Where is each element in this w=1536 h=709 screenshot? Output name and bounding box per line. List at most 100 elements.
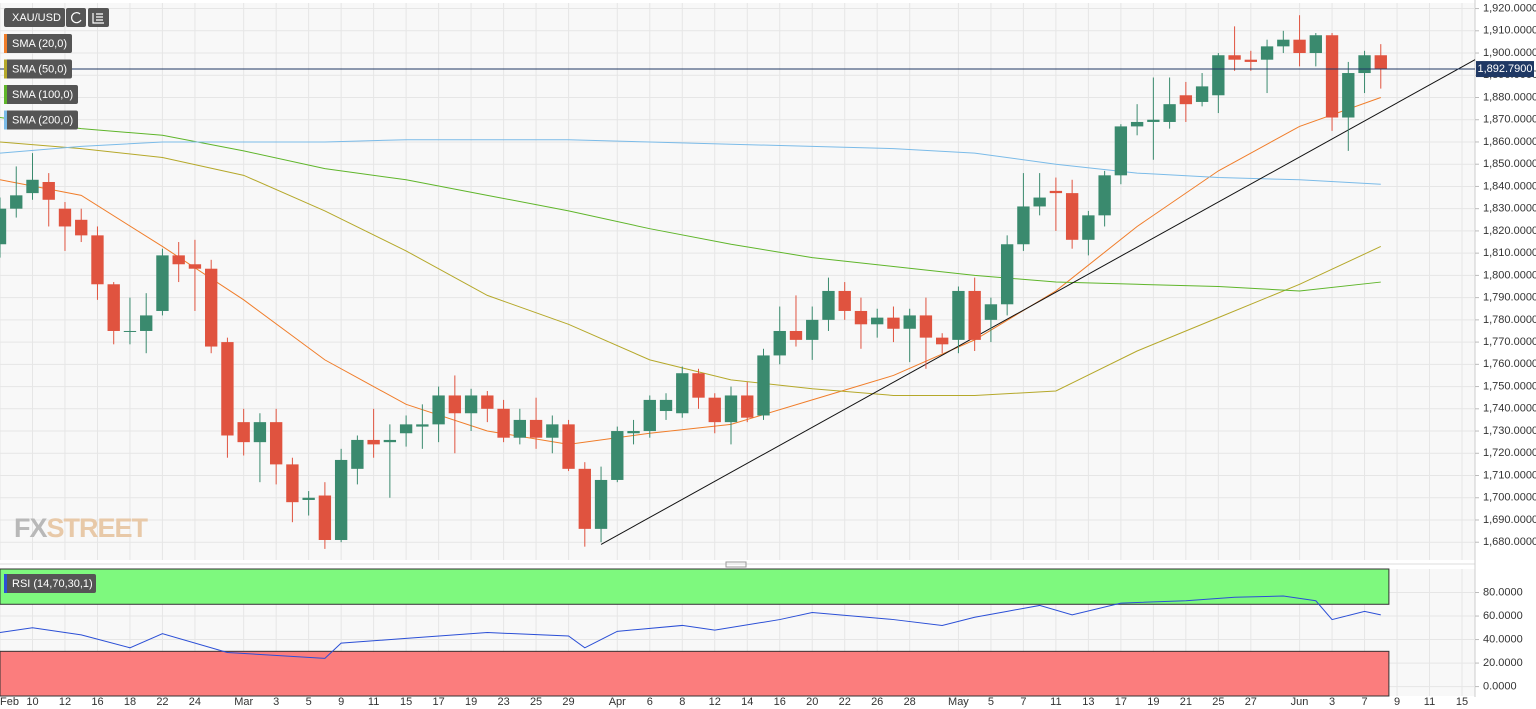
candle-body bbox=[546, 424, 559, 438]
x-tick-label: 9 bbox=[338, 696, 344, 708]
sma-line bbox=[0, 141, 1381, 396]
y-tick-label: 20.0000 bbox=[1483, 657, 1523, 669]
last-price-box bbox=[1476, 61, 1534, 78]
candle-body bbox=[75, 219, 88, 236]
x-tick-label: Mar bbox=[234, 696, 253, 708]
refresh-button[interactable] bbox=[66, 8, 86, 27]
candle-body bbox=[140, 315, 153, 331]
candle-body bbox=[188, 264, 202, 269]
x-tick-label: May bbox=[948, 696, 969, 708]
candle-body bbox=[399, 424, 413, 434]
candle-body bbox=[205, 268, 218, 347]
main-panel bbox=[0, 3, 1475, 560]
resize-handle[interactable] bbox=[725, 561, 747, 568]
candle-body bbox=[0, 208, 7, 245]
y-tick-label: 80.0000 bbox=[1483, 586, 1523, 598]
y-tick-label: 60.0000 bbox=[1483, 610, 1523, 622]
oversold-zone bbox=[0, 650, 1390, 697]
y-tick-label: 1,750.0000 bbox=[1483, 380, 1536, 392]
legend-box[interactable] bbox=[4, 110, 78, 130]
x-tick-label: 7 bbox=[1020, 696, 1026, 708]
settings-icon bbox=[92, 13, 104, 24]
y-tick-label: 0.0000 bbox=[1483, 680, 1517, 692]
x-tick-label: 25 bbox=[1212, 696, 1224, 708]
legend-swatch bbox=[4, 110, 7, 130]
legend-swatch bbox=[4, 34, 7, 53]
candle-body bbox=[1017, 206, 1030, 245]
candle-body bbox=[984, 304, 998, 320]
candle-body bbox=[269, 422, 283, 465]
candle-body bbox=[123, 330, 137, 332]
candle-body bbox=[156, 255, 169, 311]
x-tick-label: 29 bbox=[562, 696, 574, 708]
candle-body bbox=[1212, 55, 1225, 96]
candle-body bbox=[838, 290, 851, 311]
x-tick-label: 17 bbox=[1115, 696, 1127, 708]
legend-box[interactable] bbox=[4, 34, 72, 53]
legend-label: RSI (14,70,30,1) bbox=[12, 578, 93, 590]
candle-body bbox=[497, 408, 510, 438]
x-tick-label: 16 bbox=[91, 696, 103, 708]
candle-body bbox=[562, 424, 575, 469]
legend-box[interactable] bbox=[4, 59, 72, 79]
candle-body bbox=[10, 195, 23, 209]
x-tick-label: 5 bbox=[988, 696, 994, 708]
legend-swatch bbox=[4, 59, 7, 79]
x-tick-label: 22 bbox=[156, 696, 168, 708]
candle-body bbox=[302, 497, 315, 500]
x-tick-label: Feb bbox=[0, 696, 19, 708]
x-tick-label: 15 bbox=[400, 696, 412, 708]
y-tick-label: 1,920.0000 bbox=[1483, 2, 1536, 14]
candle-body bbox=[757, 355, 770, 416]
candle-body bbox=[952, 290, 965, 340]
y-tick-label: 1,900.0000 bbox=[1483, 47, 1536, 59]
y-tick-label: 1,880.0000 bbox=[1483, 91, 1536, 103]
candle-body bbox=[1179, 95, 1193, 105]
x-tick-label: 24 bbox=[189, 696, 201, 708]
candle-body bbox=[773, 330, 786, 356]
symbol-label: XAU/USD bbox=[12, 12, 61, 24]
x-tick-label: 13 bbox=[1082, 696, 1094, 708]
y-tick-label: 1,790.0000 bbox=[1483, 292, 1536, 304]
symbol-box[interactable] bbox=[4, 8, 65, 27]
trendline bbox=[600, 59, 1476, 545]
candle-body bbox=[1342, 73, 1355, 118]
y-tick-label: 1,820.0000 bbox=[1483, 225, 1536, 237]
x-tick-label: 20 bbox=[806, 696, 818, 708]
y-tick-label: 1,860.0000 bbox=[1483, 136, 1536, 148]
candle-body bbox=[367, 439, 380, 445]
candle-body bbox=[513, 419, 526, 438]
candle-body bbox=[286, 464, 299, 503]
candle-body bbox=[968, 290, 981, 340]
candle-body bbox=[708, 397, 721, 423]
x-tick-label: 3 bbox=[273, 696, 279, 708]
watermark-part: STREET bbox=[47, 513, 149, 543]
candle-body bbox=[383, 439, 397, 443]
candle-body bbox=[58, 208, 72, 227]
legend: XAU/USD SMA (20,0) SMA (50,0) SMA (100,0) SM… bbox=[4, 8, 109, 593]
candle-body bbox=[26, 179, 39, 194]
x-tick-label: 12 bbox=[59, 696, 71, 708]
candle-body bbox=[481, 395, 494, 409]
x-tick-label: Jun bbox=[1291, 696, 1309, 708]
x-tick-label: 19 bbox=[465, 696, 477, 708]
legend-box[interactable] bbox=[4, 85, 78, 104]
y-tick-label: 1,780.0000 bbox=[1483, 314, 1536, 326]
candle-body bbox=[643, 399, 656, 432]
y-tick-label: 1,730.0000 bbox=[1483, 425, 1536, 437]
candle-body bbox=[903, 315, 916, 329]
y-tick-label: 1,680.0000 bbox=[1483, 536, 1536, 548]
candle-body bbox=[676, 373, 689, 414]
x-tick-label: 11 bbox=[368, 696, 379, 708]
overbought-zone bbox=[0, 568, 1390, 605]
y-tick-label: 1,870.0000 bbox=[1483, 114, 1536, 126]
x-tick-label: 3 bbox=[1329, 696, 1335, 708]
x-tick-label: 17 bbox=[432, 696, 444, 708]
y-tick-label: 1,800.0000 bbox=[1483, 269, 1536, 281]
x-tick-label: 25 bbox=[530, 696, 542, 708]
legend-box[interactable] bbox=[4, 574, 96, 593]
y-tick-label: 1,720.0000 bbox=[1483, 447, 1536, 459]
candle-body bbox=[1114, 126, 1128, 176]
y-tick-label: 1,850.0000 bbox=[1483, 158, 1536, 170]
